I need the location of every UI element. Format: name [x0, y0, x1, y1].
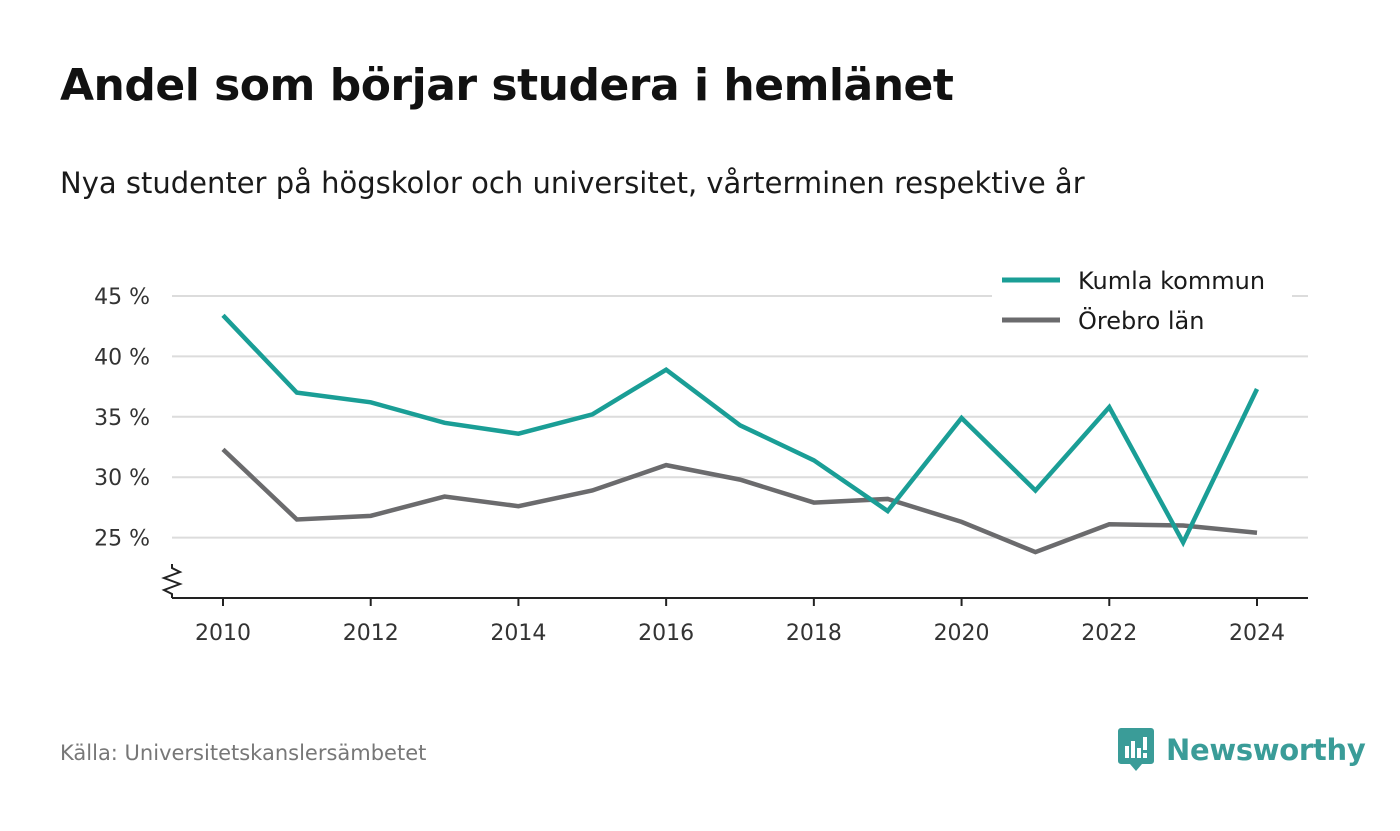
x-tick-label: 2016 — [638, 621, 694, 646]
chart-title: Andel som börjar studera i hemlänet — [60, 60, 954, 111]
y-tick-label: 25 % — [94, 527, 150, 552]
y-tick-label: 30 % — [94, 466, 150, 491]
y-tick-label: 45 % — [94, 285, 150, 310]
series-line-örebro-län — [221, 447, 1258, 555]
series-lines — [221, 313, 1260, 555]
y-axis: 25 % 30 % 35 % 40 % 45 % — [94, 285, 183, 598]
series-line-kumla-kommun — [221, 313, 1260, 548]
legend-label: Kumla kommun — [1078, 267, 1265, 295]
brand-name: Newsworthy — [1166, 733, 1366, 767]
source-note: Källa: Universitetskanslersämbetet — [60, 741, 427, 765]
y-tick-label: 40 % — [94, 345, 150, 370]
newsworthy-logo-icon — [1118, 728, 1154, 771]
x-axis: 2010 2012 2014 2016 2018 2020 2022 2024 — [172, 597, 1308, 646]
legend-background — [992, 262, 1292, 342]
x-tick-label: 2024 — [1229, 621, 1285, 646]
x-tick-label: 2010 — [195, 621, 251, 646]
x-tick-label: 2018 — [786, 621, 842, 646]
legend-label: Örebro län — [1078, 306, 1204, 335]
x-tick-label: 2014 — [490, 621, 546, 646]
y-tick-label: 35 % — [94, 406, 150, 431]
chart-subtitle: Nya studenter på högskolor och universit… — [60, 166, 1085, 200]
legend: Kumla kommun Örebro län — [992, 262, 1292, 342]
x-tick-label: 2020 — [934, 621, 990, 646]
x-tick-label: 2012 — [343, 621, 399, 646]
brand-logo[interactable]: Newsworthy — [1118, 728, 1366, 772]
axis-break-mark — [161, 564, 183, 598]
x-tick-label: 2022 — [1081, 621, 1137, 646]
